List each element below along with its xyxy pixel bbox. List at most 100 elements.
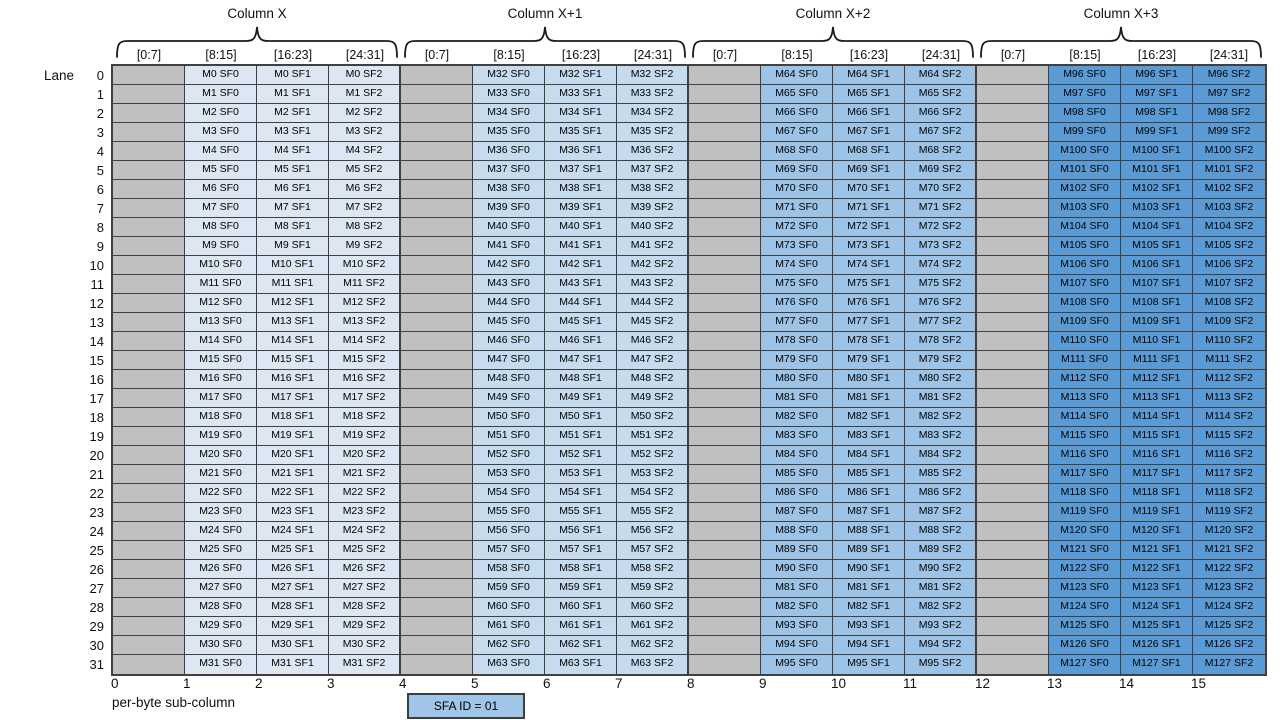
unused-byte-cell <box>977 66 1049 84</box>
message-cell: M5 SF2 <box>329 161 401 179</box>
message-cell: M55 SF0 <box>473 503 545 521</box>
unused-byte-cell <box>689 256 761 274</box>
message-cell: M114 SF1 <box>1121 408 1193 426</box>
message-cell: M56 SF2 <box>617 522 689 540</box>
lane-row: M30 SF0 M30 SF1 M30 SF2 M62 SF0 M62 SF1 M62 S… <box>113 636 1265 655</box>
unused-byte-cell <box>401 237 473 255</box>
message-cell: M116 SF1 <box>1121 446 1193 464</box>
message-cell: M89 SF1 <box>833 541 905 559</box>
byte-range-label: [16:23] <box>1137 48 1177 62</box>
lane-row: M23 SF0 M23 SF1 M23 SF2 M55 SF0 M55 SF1 M55 S… <box>113 503 1265 522</box>
lane-number: 29 <box>89 619 104 634</box>
lane-row: M16 SF0 M16 SF1 M16 SF2 M48 SF0 M48 SF1 M48 S… <box>113 370 1265 389</box>
message-cell: M112 SF1 <box>1121 370 1193 388</box>
unused-byte-cell <box>689 142 761 160</box>
unused-byte-cell <box>401 598 473 616</box>
message-cell: M35 SF0 <box>473 123 545 141</box>
message-cell: M93 SF2 <box>905 617 977 635</box>
lane-number: 13 <box>89 315 104 330</box>
unused-byte-cell <box>113 408 185 426</box>
message-cell: M46 SF2 <box>617 332 689 350</box>
message-cell: M123 SF1 <box>1121 579 1193 597</box>
message-cell: M36 SF2 <box>617 142 689 160</box>
message-cell: M0 SF0 <box>185 66 257 84</box>
message-cell: M106 SF2 <box>1193 256 1265 274</box>
message-cell: M44 SF2 <box>617 294 689 312</box>
message-cell: M87 SF1 <box>833 503 905 521</box>
message-cell: M6 SF1 <box>257 180 329 198</box>
message-cell: M24 SF1 <box>257 522 329 540</box>
message-cell: M2 SF0 <box>185 104 257 122</box>
message-cell: M47 SF1 <box>545 351 617 369</box>
message-cell: M97 SF1 <box>1121 85 1193 103</box>
message-cell: M90 SF0 <box>761 560 833 578</box>
message-cell: M67 SF0 <box>761 123 833 141</box>
message-cell: M89 SF2 <box>905 541 977 559</box>
message-cell: M57 SF1 <box>545 541 617 559</box>
message-cell: M126 SF2 <box>1193 636 1265 654</box>
lane-row: M10 SF0 M10 SF1 M10 SF2 M42 SF0 M42 SF1 M42 S… <box>113 256 1265 275</box>
message-cell: M62 SF0 <box>473 636 545 654</box>
unused-byte-cell <box>113 427 185 445</box>
message-cell: M41 SF2 <box>617 237 689 255</box>
message-cell: M121 SF2 <box>1193 541 1265 559</box>
message-cell: M82 SF0 <box>761 408 833 426</box>
unused-byte-cell <box>113 66 185 84</box>
unused-byte-cell <box>401 351 473 369</box>
unused-byte-cell <box>977 636 1049 654</box>
message-cell: M60 SF1 <box>545 598 617 616</box>
message-cell: M51 SF2 <box>617 427 689 445</box>
unused-byte-cell <box>401 560 473 578</box>
message-cell: M79 SF2 <box>905 351 977 369</box>
message-cell: M61 SF2 <box>617 617 689 635</box>
group-title: Column X+3 <box>1083 6 1159 21</box>
message-cell: M87 SF0 <box>761 503 833 521</box>
message-cell: M66 SF2 <box>905 104 977 122</box>
message-cell: M49 SF0 <box>473 389 545 407</box>
message-cell: M117 SF2 <box>1193 465 1265 483</box>
lane-number: 12 <box>89 296 104 311</box>
message-cell: M64 SF2 <box>905 66 977 84</box>
unused-byte-cell <box>689 351 761 369</box>
message-cell: M111 SF1 <box>1121 351 1193 369</box>
message-cell: M59 SF2 <box>617 579 689 597</box>
message-cell: M110 SF1 <box>1121 332 1193 350</box>
message-cell: M85 SF2 <box>905 465 977 483</box>
unused-byte-cell <box>113 332 185 350</box>
message-cell: M38 SF2 <box>617 180 689 198</box>
brace-icon <box>980 26 1262 58</box>
message-cell: M27 SF0 <box>185 579 257 597</box>
unused-byte-cell <box>401 180 473 198</box>
lane-number: 15 <box>89 353 104 368</box>
message-cell: M72 SF2 <box>905 218 977 236</box>
tick-label: 7 <box>615 676 623 691</box>
message-cell: M74 SF1 <box>833 256 905 274</box>
unused-byte-cell <box>113 617 185 635</box>
byte-range-label: [16:23] <box>561 48 601 62</box>
lane-row: M2 SF0 M2 SF1 M2 SF2 M34 SF0 M34 SF1 M34 SF2 M… <box>113 104 1265 123</box>
unused-byte-cell <box>401 313 473 331</box>
message-cell: M45 SF1 <box>545 313 617 331</box>
message-cell: M94 SF0 <box>761 636 833 654</box>
message-cell: M114 SF0 <box>1049 408 1121 426</box>
message-cell: M88 SF1 <box>833 522 905 540</box>
message-cell: M100 SF2 <box>1193 142 1265 160</box>
unused-byte-cell <box>977 522 1049 540</box>
message-cell: M121 SF1 <box>1121 541 1193 559</box>
lane-row: M31 SF0 M31 SF1 M31 SF2 M63 SF0 M63 SF1 M63 S… <box>113 655 1265 674</box>
message-cell: M54 SF2 <box>617 484 689 502</box>
message-cell: M70 SF0 <box>761 180 833 198</box>
unused-byte-cell <box>113 85 185 103</box>
unused-byte-cell <box>113 370 185 388</box>
unused-byte-cell <box>689 484 761 502</box>
message-cell: M124 SF1 <box>1121 598 1193 616</box>
unused-byte-cell <box>689 237 761 255</box>
message-cell: M118 SF0 <box>1049 484 1121 502</box>
message-cell: M15 SF2 <box>329 351 401 369</box>
brace-icon <box>116 26 398 58</box>
message-cell: M71 SF1 <box>833 199 905 217</box>
message-cell: M28 SF1 <box>257 598 329 616</box>
message-cell: M1 SF2 <box>329 85 401 103</box>
message-cell: M41 SF0 <box>473 237 545 255</box>
message-cell: M81 SF2 <box>905 389 977 407</box>
